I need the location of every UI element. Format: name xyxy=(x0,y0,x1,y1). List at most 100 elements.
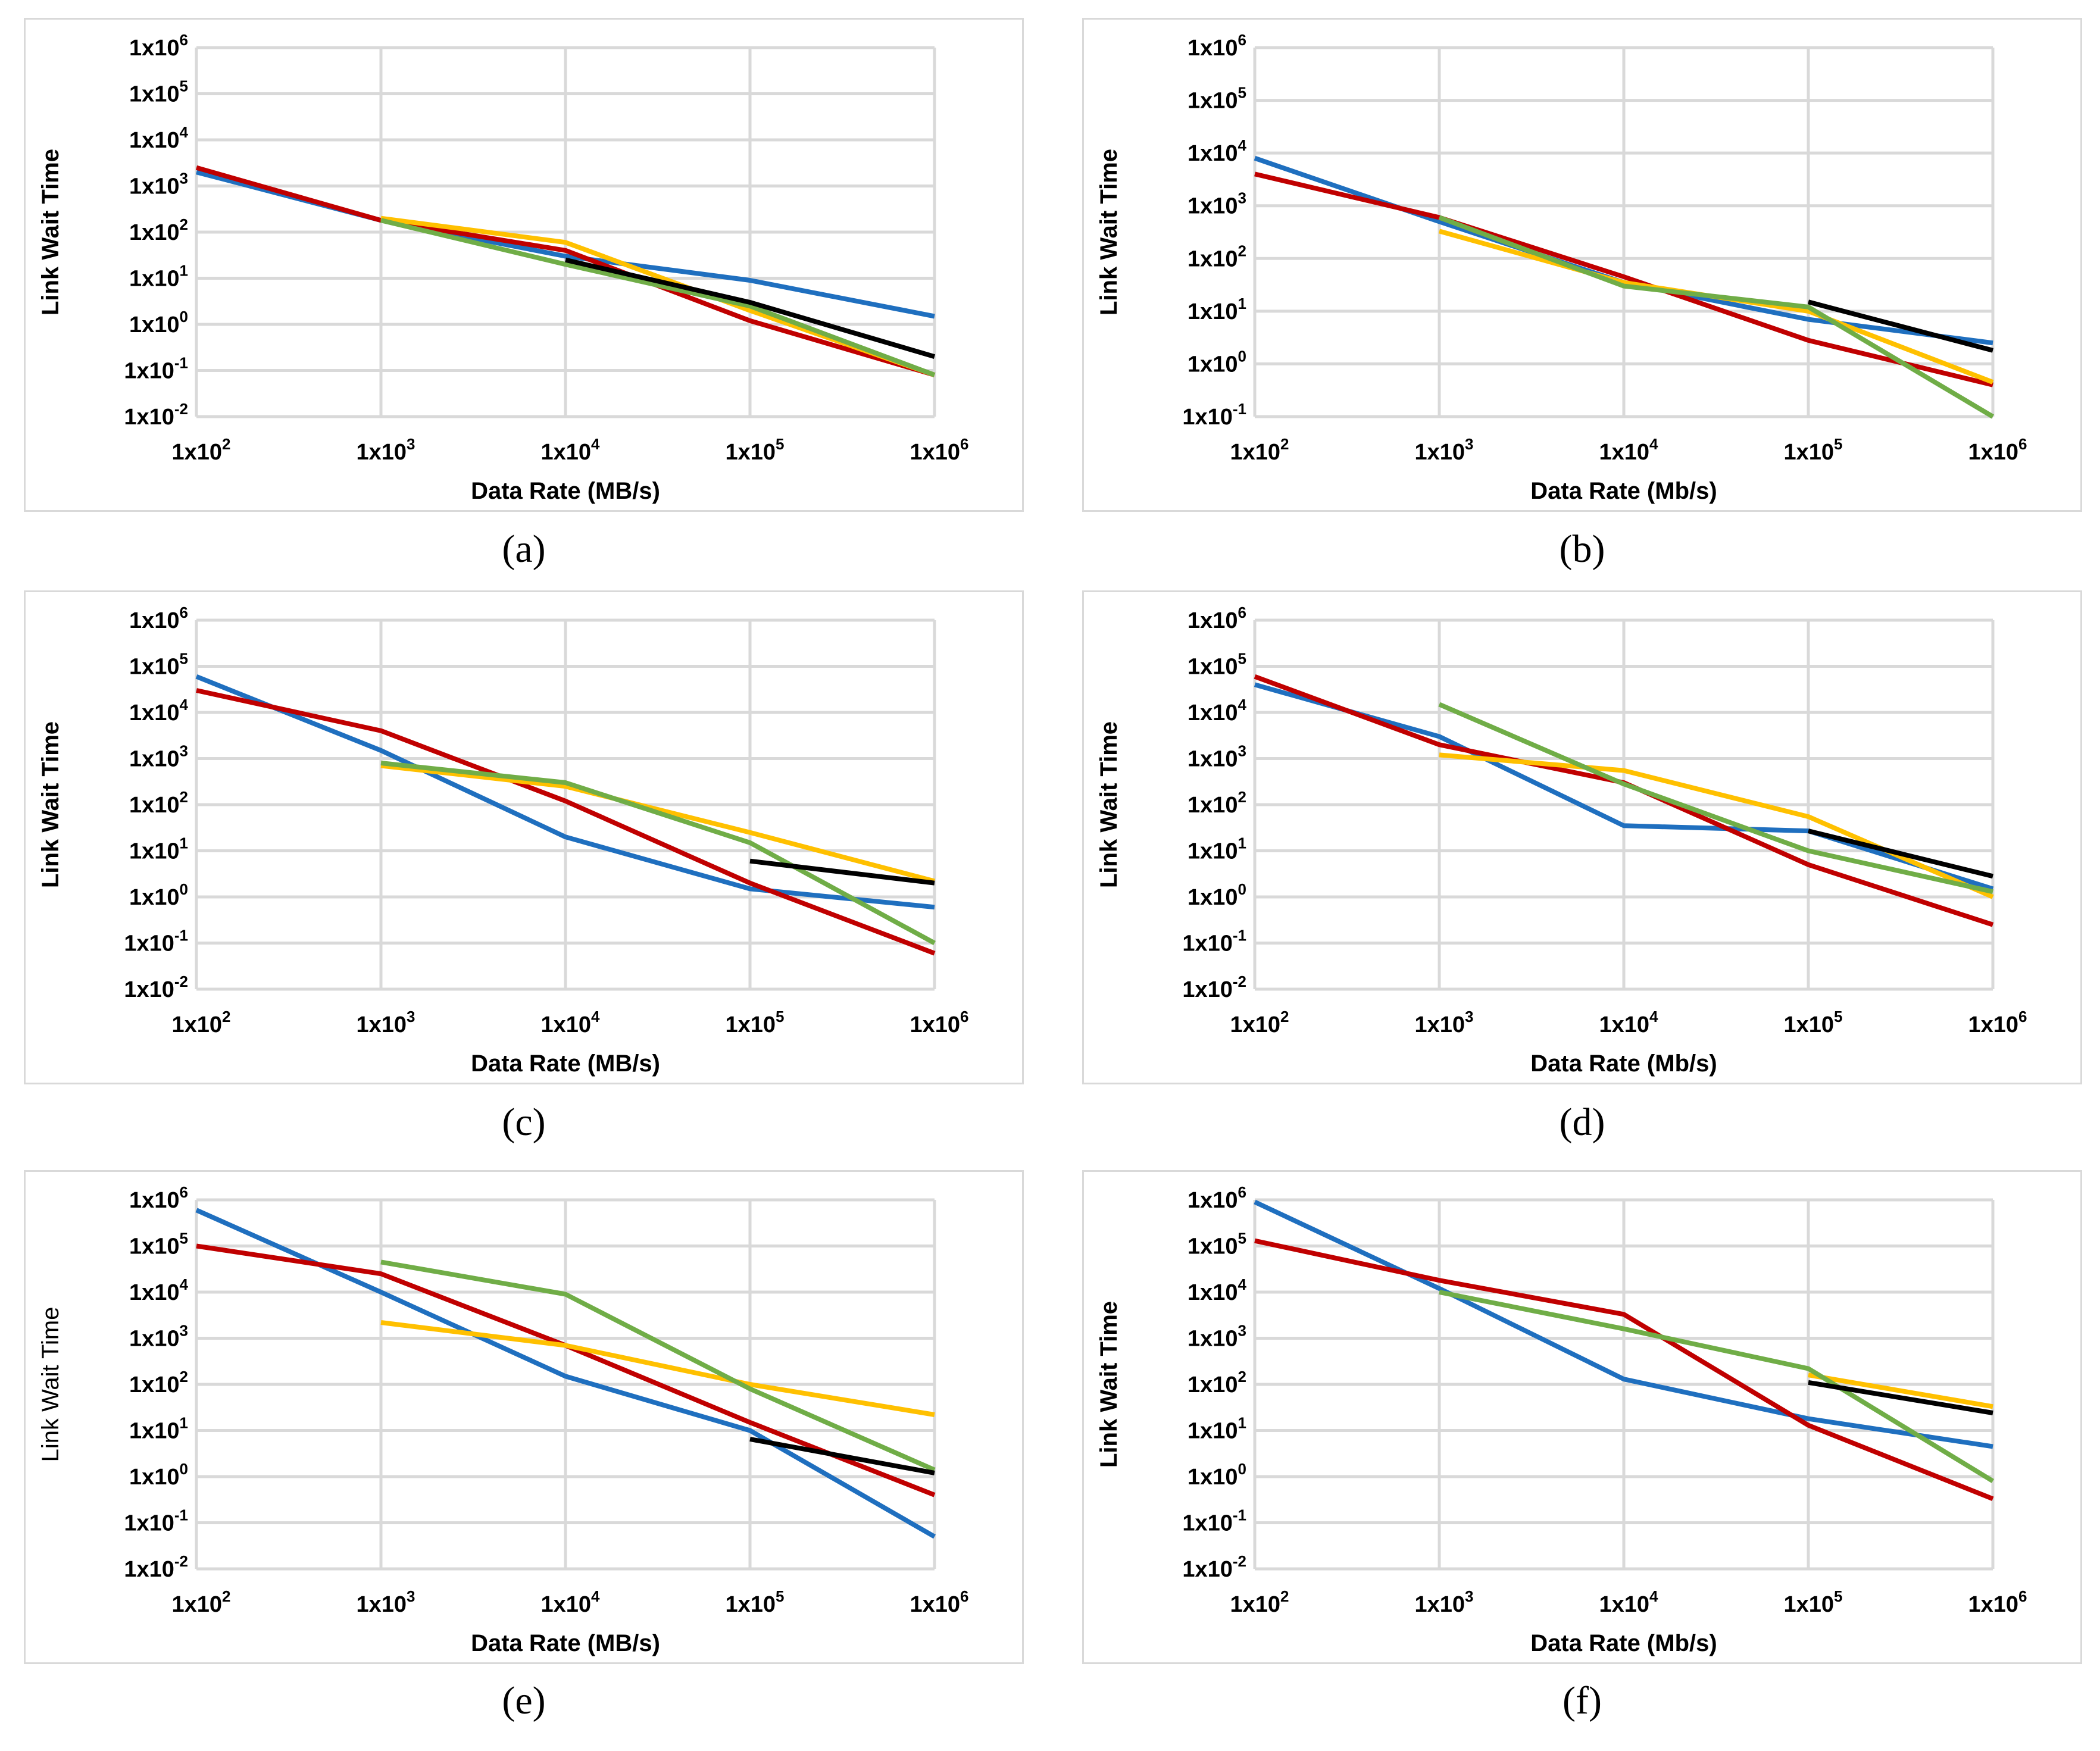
y-tick-label: 1x105 xyxy=(1188,650,1246,680)
y-tick-label: 1x103 xyxy=(1188,189,1246,219)
y-tick-label: 1x10-1 xyxy=(1182,400,1246,430)
y-tick-label: 1x106 xyxy=(1188,604,1246,633)
series-line-red xyxy=(195,165,936,377)
series-line-green xyxy=(1438,702,1993,895)
y-tick-label: 1x105 xyxy=(129,650,188,680)
x-tick-label: 1x106 xyxy=(1968,435,2027,465)
chart-frame xyxy=(24,18,1024,512)
x-tick-label: 1x103 xyxy=(356,435,415,465)
y-tick-label: 1x10-1 xyxy=(124,1506,188,1536)
y-axis-title: Link Wait Time xyxy=(1096,149,1122,315)
series-line-black xyxy=(1808,828,1993,879)
y-tick-label: 1x103 xyxy=(1188,1322,1246,1352)
y-tick-label: 1x104 xyxy=(1188,136,1247,166)
y-tick-label: 1x100 xyxy=(1188,347,1246,377)
chart-panel-e: 1x106 1x105 1x104 1x103 1x102 1x101 1x100 1x10-… xyxy=(24,1170,1024,1664)
y-tick-label: 1x101 xyxy=(129,1414,188,1444)
x-tick-label: 1x104 xyxy=(1599,1008,1658,1037)
y-tick-label: 1x10-2 xyxy=(124,1552,188,1582)
x-tick-label: 1x106 xyxy=(910,435,968,465)
y-axis-title: Link Wait Time xyxy=(38,1307,64,1462)
panel-caption-d: (d) xyxy=(1559,1100,1605,1144)
chart-frame xyxy=(1082,590,2082,1084)
y-tick-label: 1x10-1 xyxy=(1182,927,1246,956)
x-tick-label: 1x106 xyxy=(1968,1587,2027,1617)
y-tick-label: 1x102 xyxy=(129,215,188,245)
series-line-yellow xyxy=(380,763,936,884)
panel-caption-f: (f) xyxy=(1562,1679,1602,1722)
chart-panel-d: 1x106 1x105 1x104 1x103 1x102 1x101 1x100 1x10-… xyxy=(1082,590,2082,1084)
series-line-black xyxy=(749,1437,935,1475)
y-tick-label: 1x101 xyxy=(1188,834,1246,864)
y-axis-title: Link Wait Time xyxy=(38,721,64,888)
x-tick-label: 1x102 xyxy=(1230,1587,1289,1617)
y-tick-label: 1x102 xyxy=(1188,1368,1246,1397)
series-line-black xyxy=(1808,1380,1993,1415)
y-tick-label: 1x106 xyxy=(129,1183,188,1213)
y-tick-label: 1x10-2 xyxy=(124,400,188,430)
x-tick-label: 1x104 xyxy=(540,1008,600,1037)
y-tick-label: 1x100 xyxy=(1188,880,1246,910)
y-tick-label: 1x103 xyxy=(129,1322,188,1352)
y-tick-label: 1x10-1 xyxy=(124,927,188,956)
x-tick-label: 1x106 xyxy=(910,1008,968,1037)
panel-caption-e: (e) xyxy=(502,1679,546,1722)
chart-frame xyxy=(24,1170,1024,1664)
y-tick-label: 1x102 xyxy=(1188,242,1246,271)
x-axis-title: Data Rate (MB/s) xyxy=(471,1050,660,1077)
x-tick-label: 1x104 xyxy=(1599,1587,1658,1617)
y-tick-label: 1x10-2 xyxy=(1182,1552,1246,1582)
y-axis-title: Link Wait Time xyxy=(1096,1301,1122,1468)
series-line-green xyxy=(380,1259,936,1472)
y-tick-label: 1x104 xyxy=(129,123,189,153)
x-tick-label: 1x102 xyxy=(171,1587,230,1617)
y-tick-label: 1x101 xyxy=(129,834,188,864)
y-tick-label: 1x106 xyxy=(129,604,188,633)
y-tick-label: 1x10-2 xyxy=(124,973,188,1002)
y-tick-label: 1x100 xyxy=(129,880,188,910)
series-line-green xyxy=(380,761,936,946)
x-axis-title: Data Rate (Mb/s) xyxy=(1530,1630,1717,1656)
y-tick-label: 1x100 xyxy=(129,1460,188,1490)
x-tick-label: 1x105 xyxy=(1783,1008,1842,1037)
series-line-green xyxy=(1438,215,1995,419)
y-tick-label: 1x106 xyxy=(1188,1183,1246,1213)
x-tick-label: 1x102 xyxy=(171,435,230,465)
series-line-yellow xyxy=(1439,752,1994,899)
y-tick-label: 1x104 xyxy=(129,1275,189,1305)
series-line-green xyxy=(380,218,936,377)
x-axis-title: Data Rate (Mb/s) xyxy=(1530,478,1717,504)
series-line-red xyxy=(1254,171,1993,387)
series-line-blue xyxy=(195,674,935,910)
x-tick-label: 1x104 xyxy=(540,435,600,465)
x-tick-label: 1x105 xyxy=(725,1008,784,1037)
x-tick-label: 1x106 xyxy=(1968,1008,2027,1037)
x-tick-label: 1x103 xyxy=(356,1008,415,1037)
x-tick-label: 1x103 xyxy=(1414,1008,1473,1037)
series-line-red xyxy=(1254,1238,1994,1502)
y-tick-label: 1x104 xyxy=(1188,1275,1247,1305)
y-tick-label: 1x103 xyxy=(129,170,188,199)
y-tick-label: 1x10-1 xyxy=(124,354,188,384)
y-tick-label: 1x100 xyxy=(129,308,188,337)
y-tick-label: 1x102 xyxy=(129,788,188,818)
x-tick-label: 1x102 xyxy=(1230,435,1289,465)
y-tick-label: 1x10-1 xyxy=(1182,1506,1246,1536)
series-line-yellow xyxy=(1808,1372,1993,1409)
y-tick-label: 1x101 xyxy=(1188,1414,1246,1444)
x-axis-title: Data Rate (MB/s) xyxy=(471,478,660,504)
x-tick-label: 1x105 xyxy=(725,435,784,465)
y-tick-label: 1x103 xyxy=(1188,742,1246,772)
x-tick-label: 1x103 xyxy=(1414,435,1473,465)
y-tick-label: 1x105 xyxy=(1188,84,1246,114)
chart-panel-c: 1x106 1x105 1x104 1x103 1x102 1x101 1x100 1x10-… xyxy=(24,590,1024,1084)
x-tick-label: 1x104 xyxy=(540,1587,600,1617)
y-tick-label: 1x106 xyxy=(1188,31,1246,61)
y-tick-label: 1x101 xyxy=(129,262,188,292)
y-tick-label: 1x10-2 xyxy=(1182,973,1246,1002)
y-tick-label: 1x101 xyxy=(1188,295,1246,324)
panel-caption-b: (b) xyxy=(1559,527,1605,571)
x-tick-label: 1x104 xyxy=(1599,435,1658,465)
y-tick-label: 1x104 xyxy=(1188,696,1247,726)
